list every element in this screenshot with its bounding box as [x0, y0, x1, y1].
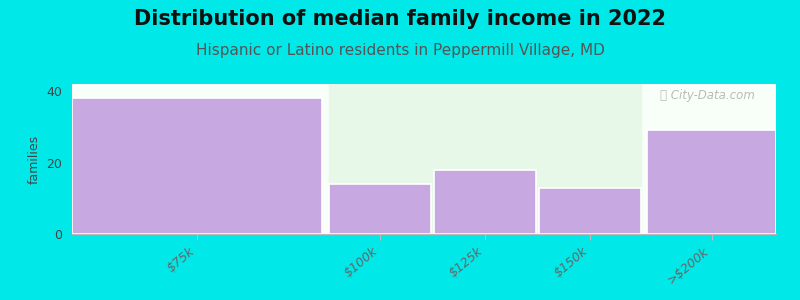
Bar	[434, 170, 536, 234]
Text: Distribution of median family income in 2022: Distribution of median family income in …	[134, 9, 666, 29]
Bar	[330, 84, 641, 234]
Bar	[72, 98, 322, 234]
Text: ⓘ City-Data.com: ⓘ City-Data.com	[660, 88, 755, 101]
Bar	[330, 184, 430, 234]
Bar	[539, 188, 641, 234]
Text: Hispanic or Latino residents in Peppermill Village, MD: Hispanic or Latino residents in Peppermi…	[195, 44, 605, 59]
Bar	[647, 130, 776, 234]
Y-axis label: families: families	[28, 134, 41, 184]
